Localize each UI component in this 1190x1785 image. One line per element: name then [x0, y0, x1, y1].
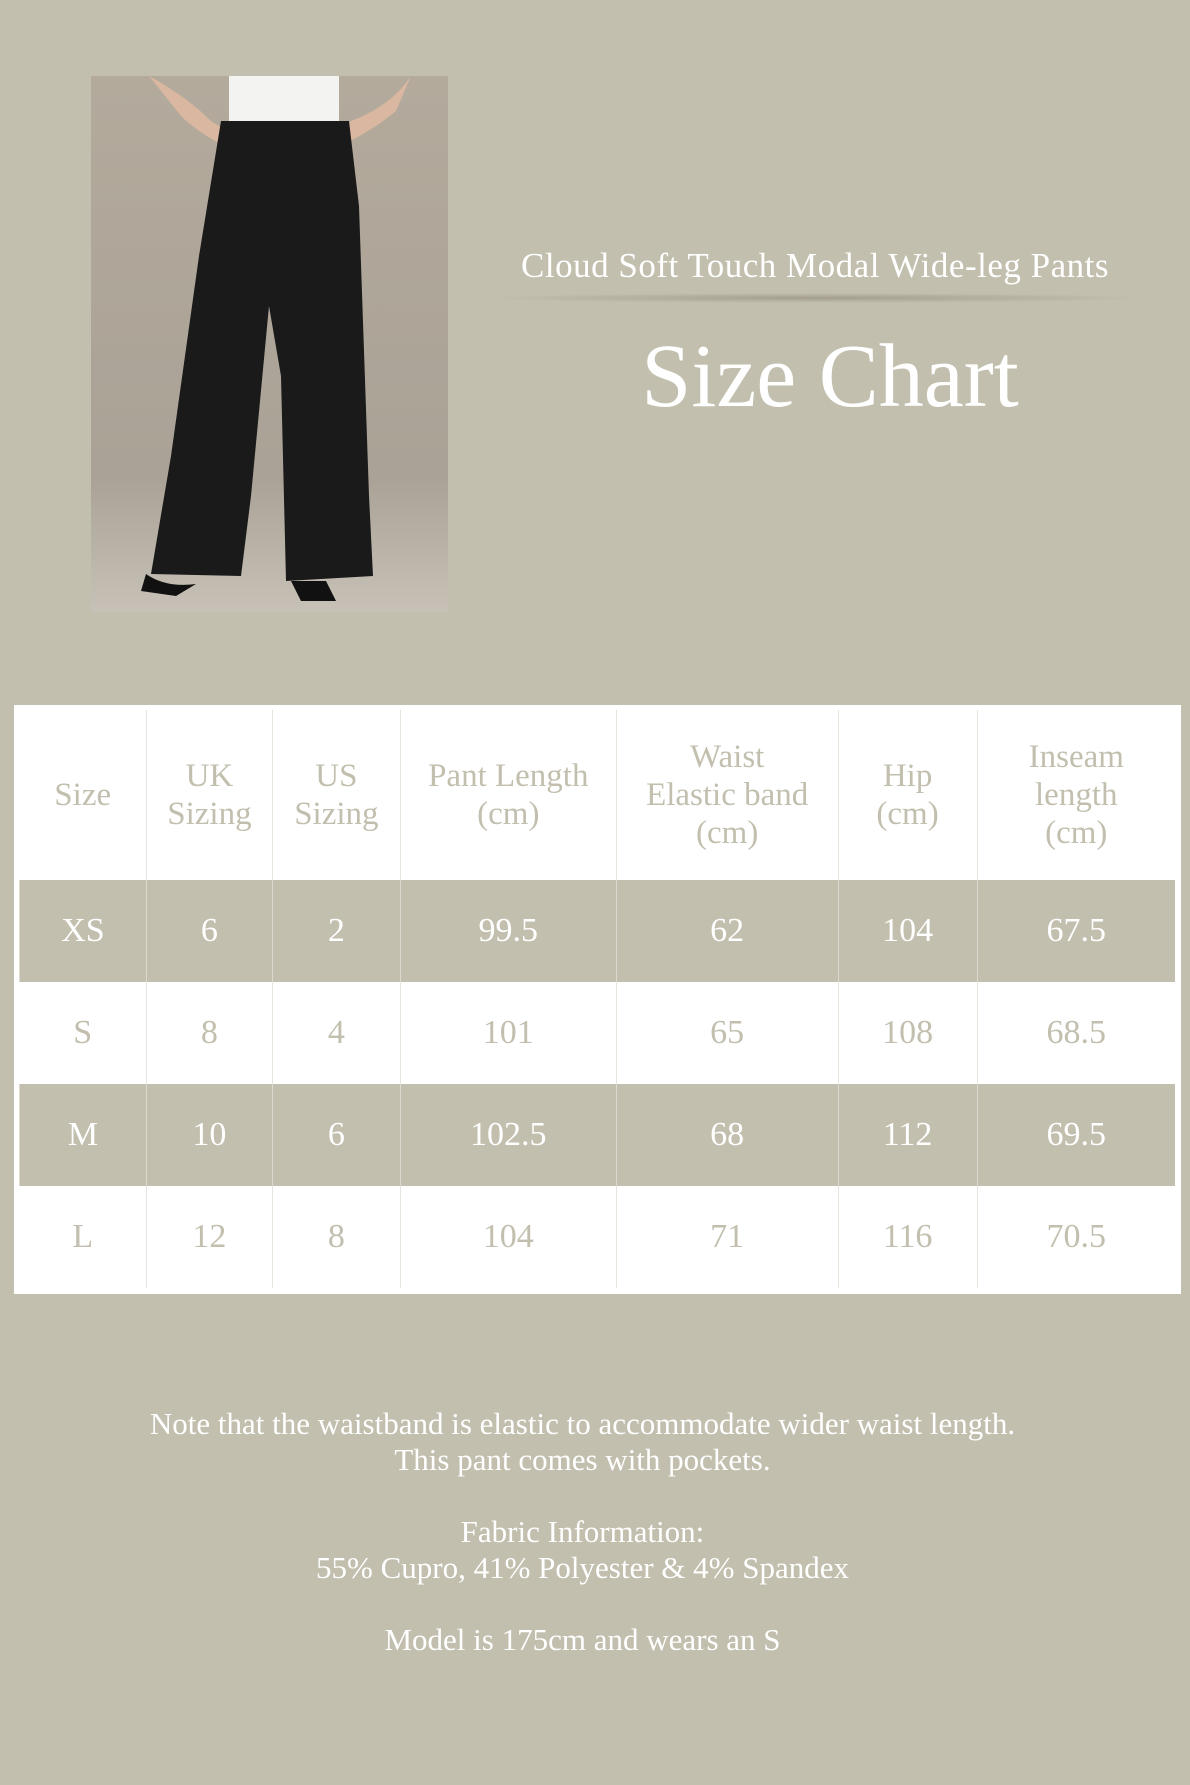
- table-cell: XS: [19, 880, 147, 982]
- table-cell: 6: [271, 1084, 401, 1186]
- column-header: UK Sizing: [145, 710, 273, 880]
- column-header: Size: [20, 710, 147, 880]
- column-header: Hip (cm): [837, 710, 978, 880]
- fabric-composition: 55% Cupro, 41% Polyester & 4% Spandex: [316, 1550, 849, 1585]
- table-cell: 104: [837, 880, 978, 982]
- column-header-line: length: [1035, 777, 1118, 813]
- column-header-line: Sizing: [294, 796, 379, 832]
- table-cell: 12: [145, 1186, 273, 1288]
- column-header-line: Elastic band: [646, 777, 809, 813]
- column-header-line: Pant Length: [428, 758, 589, 794]
- table-cell: 6: [145, 880, 273, 982]
- column-header: Pant Length (cm): [399, 710, 617, 880]
- model-info: Model is 175cm and wears an S: [384, 1622, 781, 1657]
- table-cell: S: [19, 982, 147, 1084]
- table-cell: 70.5: [976, 1186, 1175, 1288]
- column-header: US Sizing: [271, 710, 401, 880]
- column-header: Waist Elastic band (cm): [615, 710, 839, 880]
- size-table: Size UK Sizing US Sizing Pant Length (cm) Waist…: [19, 710, 1175, 1288]
- column-header-line: UK: [185, 758, 234, 794]
- column-header-line: (cm): [477, 796, 540, 832]
- column-header-line: (cm): [876, 796, 939, 832]
- table-cell: 8: [271, 1186, 401, 1288]
- column-header-line: Size: [54, 777, 112, 813]
- size-table-container: Size UK Sizing US Sizing Pant Length (cm) Waist…: [14, 705, 1181, 1294]
- table-cell: 67.5: [976, 880, 1175, 982]
- table-row: S 8 4 101 65 108 68.5: [19, 982, 1175, 1084]
- table-cell: 4: [271, 982, 401, 1084]
- note-pockets: This pant comes with pockets.: [394, 1442, 771, 1477]
- table-cell: 68.5: [976, 982, 1175, 1084]
- table-cell: 2: [271, 880, 401, 982]
- table-cell: 10: [145, 1084, 273, 1186]
- table-cell: 102.5: [399, 1084, 617, 1186]
- table-cell: 62: [615, 880, 839, 982]
- column-header-line: Waist: [690, 739, 765, 775]
- table-cell: 108: [837, 982, 978, 1084]
- table-row: XS 6 2 99.5 62 104 67.5: [19, 880, 1175, 982]
- table-row: M 10 6 102.5 68 112 69.5: [19, 1084, 1175, 1186]
- table-cell: 68: [615, 1084, 839, 1186]
- divider-shadow: [485, 293, 1150, 303]
- product-name: Cloud Soft Touch Modal Wide-leg Pants: [521, 246, 1109, 285]
- column-header-line: Inseam: [1028, 739, 1124, 775]
- table-cell: L: [19, 1186, 147, 1288]
- table-cell: M: [19, 1084, 147, 1186]
- column-header-line: US: [315, 758, 358, 794]
- column-header-line: Sizing: [167, 796, 252, 832]
- column-header-line: (cm): [696, 815, 759, 851]
- column-header: Inseam length (cm): [976, 710, 1175, 880]
- table-cell: 116: [837, 1186, 978, 1288]
- table-cell: 101: [399, 982, 617, 1084]
- table-cell: 65: [615, 982, 839, 1084]
- notes: Note that the waistband is elastic to ac…: [0, 1406, 1165, 1658]
- fabric-label: Fabric Information:: [460, 1514, 705, 1549]
- table-cell: 8: [145, 982, 273, 1084]
- page-title: Size Chart: [641, 327, 1019, 426]
- table-row: L 12 8 104 71 116 70.5: [19, 1186, 1175, 1288]
- table-cell: 104: [399, 1186, 617, 1288]
- table-cell: 99.5: [399, 880, 617, 982]
- table-cell: 112: [837, 1084, 978, 1186]
- note-waistband: Note that the waistband is elastic to ac…: [149, 1406, 1016, 1441]
- table-cell: 71: [615, 1186, 839, 1288]
- product-photo: [91, 76, 448, 612]
- column-header-line: (cm): [1045, 815, 1108, 851]
- column-header-line: Hip: [882, 758, 933, 794]
- table-cell: 69.5: [976, 1084, 1175, 1186]
